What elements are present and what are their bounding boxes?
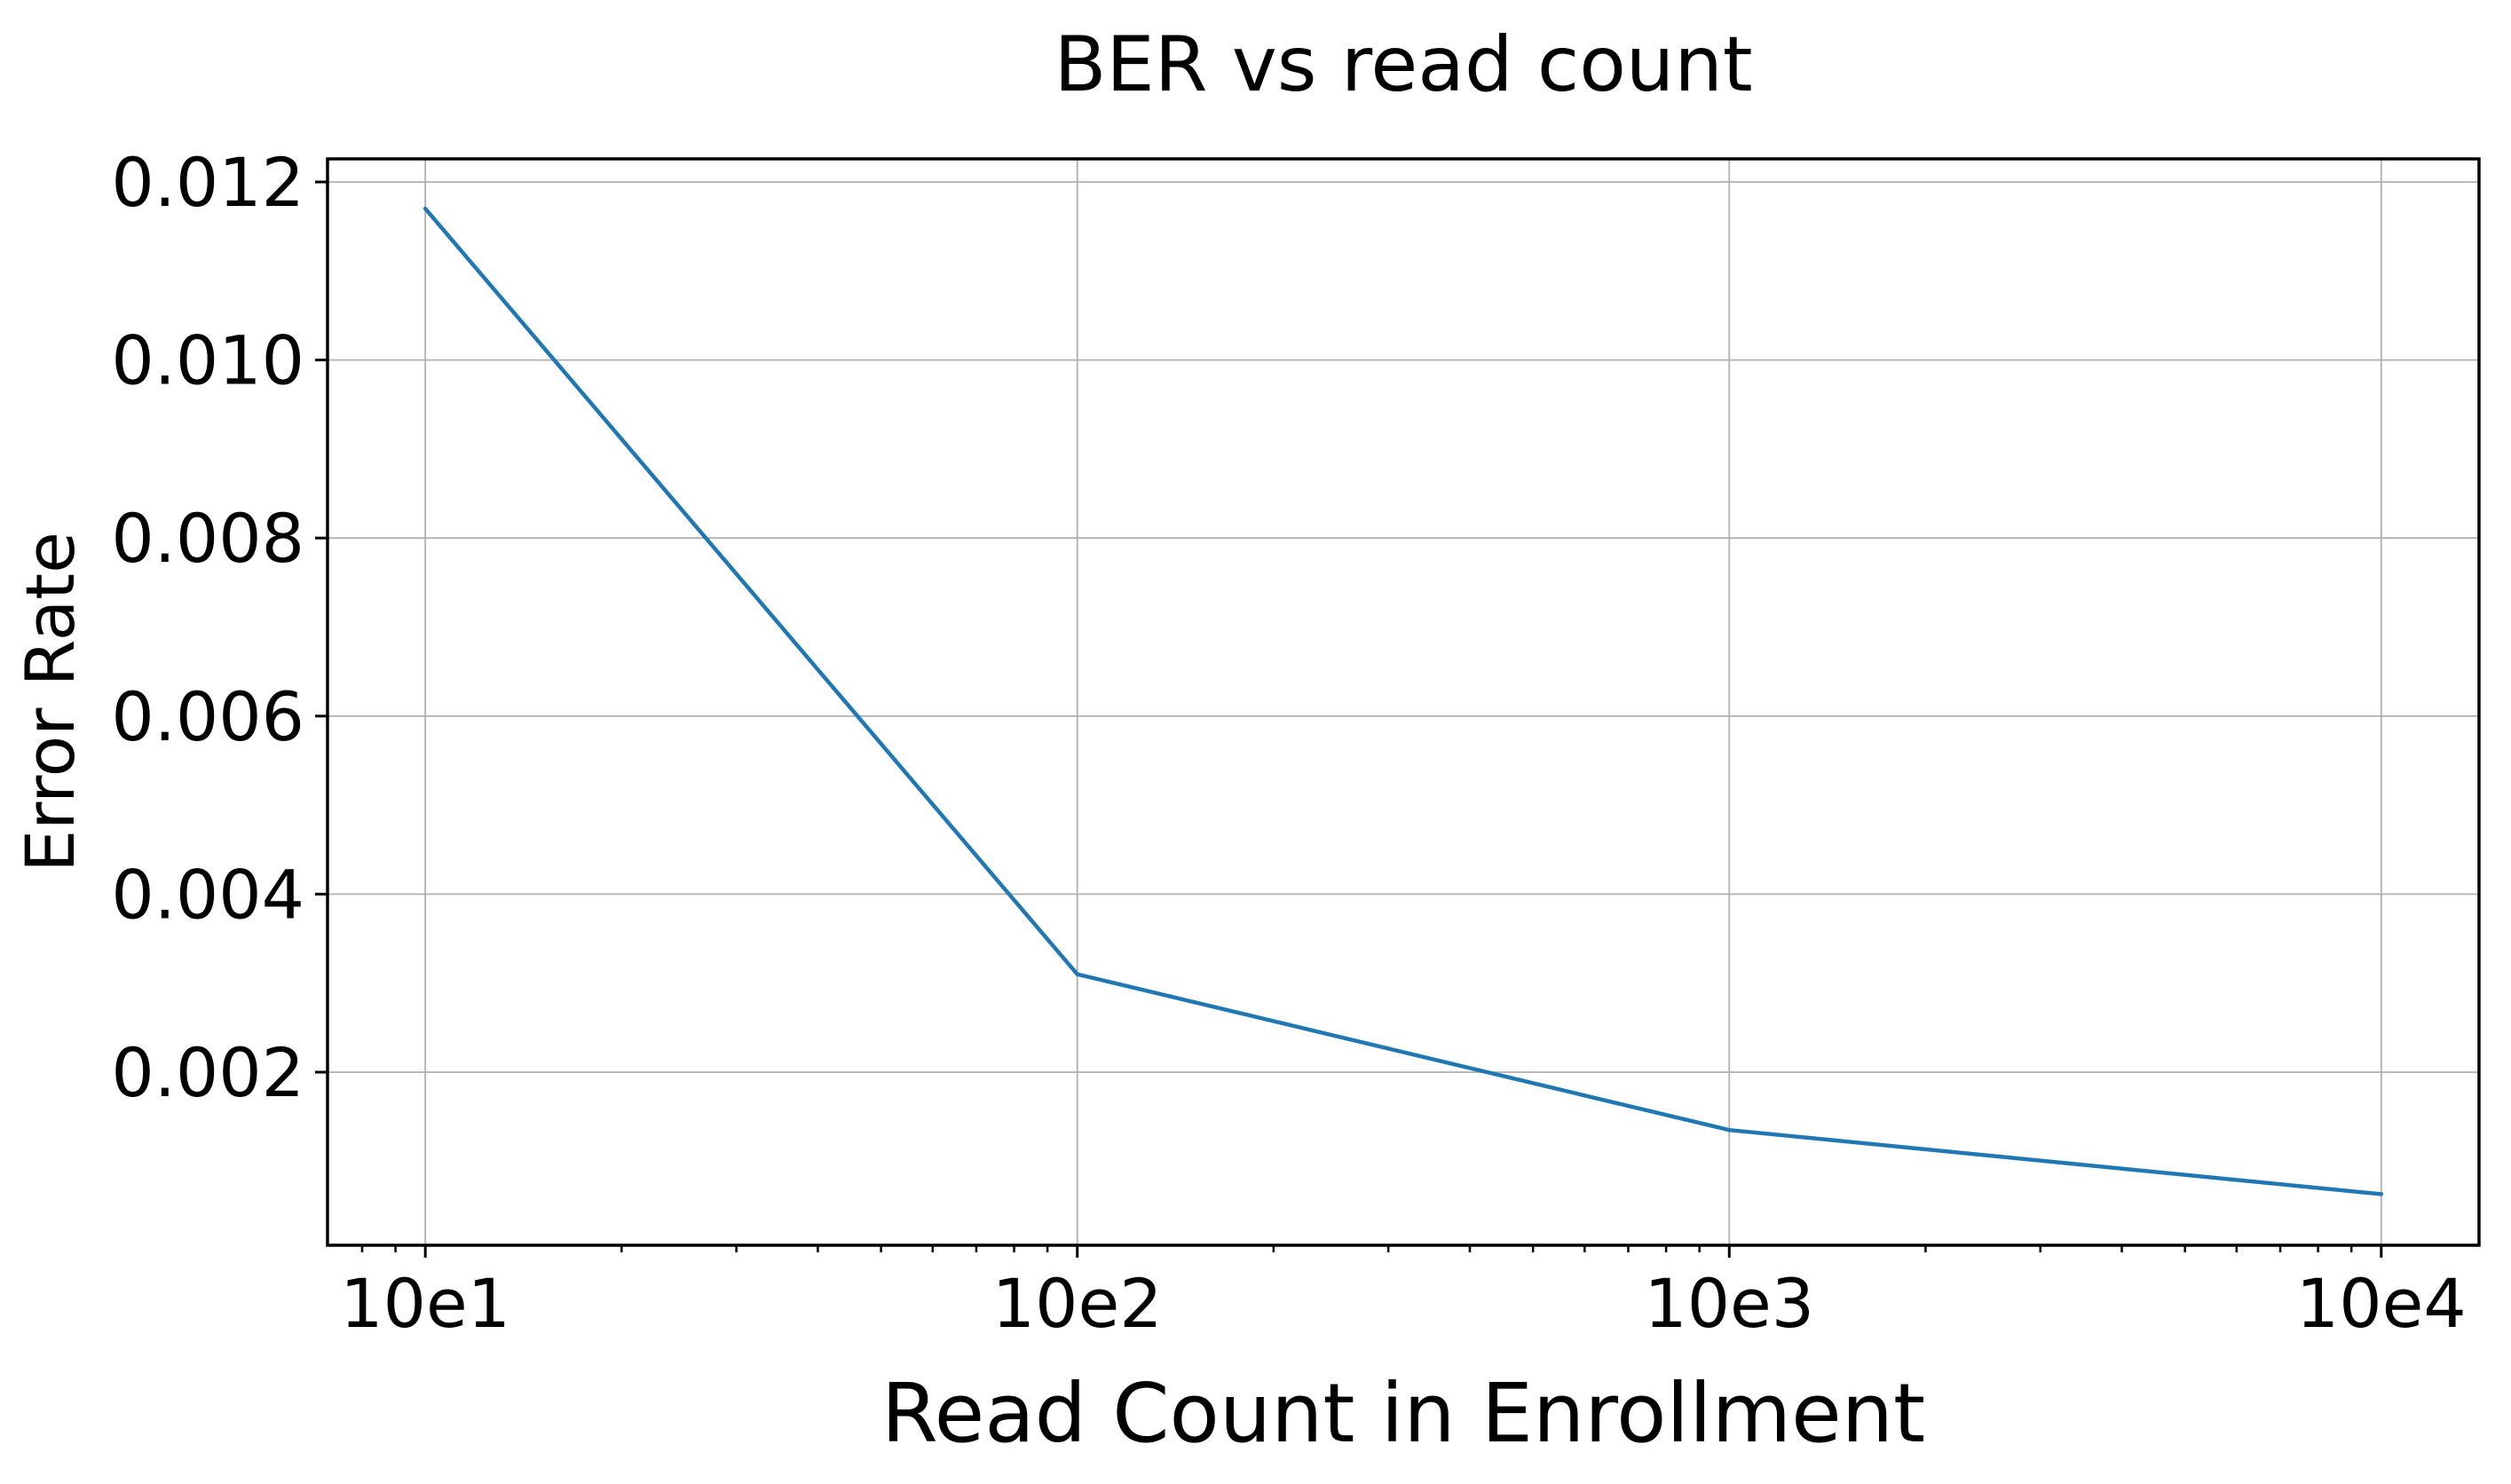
x-tick-label: 10e3 bbox=[1644, 1264, 1814, 1343]
x-tick-label: 10e2 bbox=[992, 1264, 1163, 1343]
y-tick-label: 0.012 bbox=[111, 143, 304, 222]
y-tick-label: 0.002 bbox=[111, 1033, 304, 1112]
chart-title: BER vs read count bbox=[1054, 20, 1753, 109]
y-tick-label: 0.008 bbox=[111, 499, 304, 578]
y-tick-label: 0.004 bbox=[111, 855, 304, 934]
plot-border bbox=[326, 157, 2481, 1247]
x-axis-label: Read Count in Enrollment bbox=[880, 1366, 1926, 1461]
x-tick-label: 10e1 bbox=[340, 1264, 510, 1343]
data-line-ber bbox=[422, 206, 2384, 1196]
y-tick-label: 0.006 bbox=[111, 677, 304, 756]
x-tick-label: 10e4 bbox=[2296, 1264, 2467, 1343]
y-tick-label: 0.010 bbox=[111, 321, 304, 400]
